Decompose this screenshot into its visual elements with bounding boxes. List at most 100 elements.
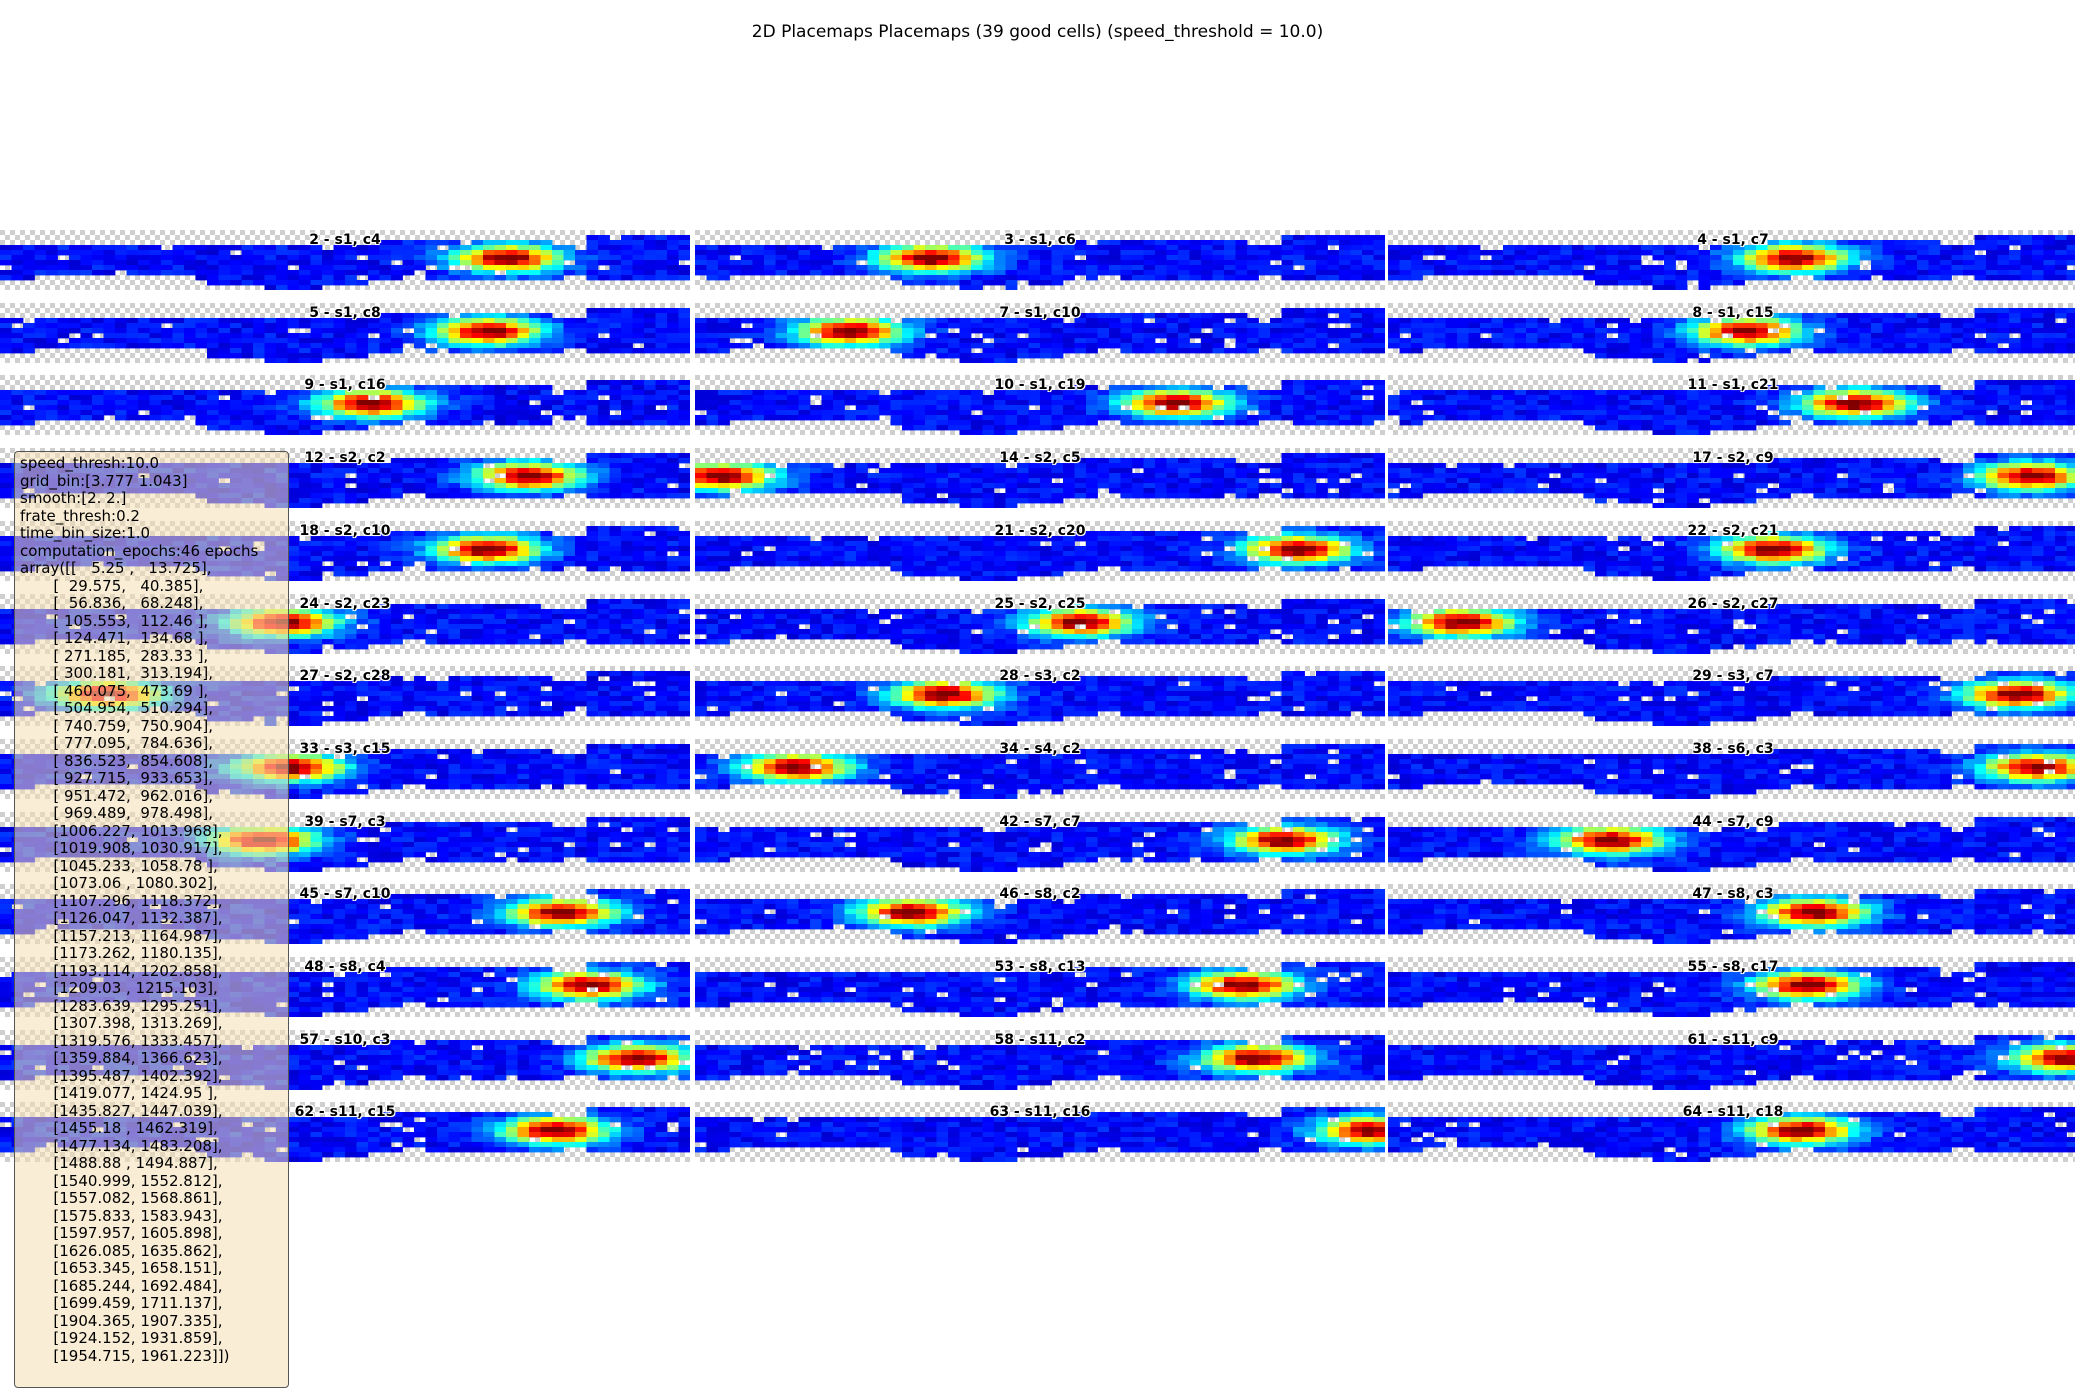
heatmap-bin [287, 342, 300, 349]
heatmap-bin [333, 327, 346, 334]
heatmap-bin [1445, 250, 1458, 256]
heatmap-bin [126, 327, 139, 334]
heatmap-bin [1028, 327, 1041, 334]
heatmap-bin [402, 260, 415, 266]
heatmap-bin [706, 415, 719, 421]
heatmap-bin [925, 463, 937, 469]
heatmap-bin [1652, 483, 1665, 489]
heatmap-bin [879, 468, 891, 474]
heatmap-bin [621, 493, 633, 499]
heatmap-bin [1005, 317, 1018, 324]
heatmap-bin [1549, 410, 1561, 416]
heatmap-bin [264, 357, 277, 363]
heatmap-bin [517, 488, 530, 494]
heatmap-bin [1802, 260, 1814, 266]
heatmap-bin [1790, 317, 1803, 324]
heatmap-bin [1652, 285, 1665, 290]
heatmap-bin [46, 342, 58, 349]
heatmap-bin [287, 270, 300, 276]
heatmap-bin [844, 255, 857, 261]
heatmap-bin [706, 260, 719, 266]
heatmap-bin [1028, 425, 1041, 431]
heatmap-bin [1859, 415, 1872, 421]
heatmap-bin [1155, 322, 1167, 329]
heatmap-bin [2043, 332, 2056, 339]
heatmap-bin [402, 488, 415, 494]
heatmap-bin [1178, 488, 1190, 494]
heatmap-bin [1327, 327, 1340, 334]
heatmap-bin [1756, 275, 1768, 281]
heatmap-bin [1373, 312, 1385, 319]
heatmap-bin [1166, 270, 1179, 276]
heatmap-bin [34, 342, 47, 349]
heatmap-bin [1097, 265, 1110, 271]
heatmap-bin [1434, 342, 1446, 349]
heatmap-bin [1063, 245, 1075, 251]
heatmap-bin [667, 410, 679, 416]
heatmap-bin [1779, 347, 1791, 354]
heatmap-bin [1894, 415, 1906, 421]
heatmap-bin [1339, 337, 1351, 344]
heatmap-bin [632, 415, 645, 421]
heatmap-bin [1698, 260, 1711, 266]
heatmap-bin [1422, 415, 1435, 421]
heatmap-bin [1005, 488, 1018, 494]
heatmap-bin [149, 395, 162, 401]
heatmap-bin [425, 312, 438, 319]
heatmap-bin [379, 347, 392, 354]
heatmap-bin [1247, 250, 1259, 256]
heatmap-bin [902, 270, 914, 276]
heatmap-bin [1399, 275, 1412, 281]
heatmap-bin [563, 415, 576, 421]
heatmap-bin [494, 390, 507, 396]
heatmap-bin [529, 493, 541, 499]
heatmap-bin [1560, 463, 1573, 469]
heatmap-bin [810, 478, 822, 484]
heatmap-bin [982, 280, 995, 286]
heatmap-bin [1178, 395, 1190, 401]
heatmap-bin [184, 342, 196, 349]
heatmap-bin [1721, 250, 1734, 256]
heatmap-bin [1293, 453, 1305, 459]
heatmap-bin [609, 415, 622, 421]
heatmap-bin [1997, 410, 2010, 416]
heatmap-bin [632, 385, 645, 391]
heatmap-bin [80, 395, 93, 401]
heatmap-bin [356, 265, 369, 271]
heatmap-bin [1491, 395, 1504, 401]
heatmap-bin [517, 468, 530, 474]
heatmap-bin [437, 410, 449, 416]
heatmap-bin [1051, 468, 1064, 474]
heatmap-bin [1675, 430, 1688, 436]
heatmap-bin [1028, 473, 1041, 479]
heatmap-bin [936, 478, 949, 484]
heatmap-bin [57, 317, 70, 324]
heatmap-bin [2020, 245, 2033, 251]
heatmap-bin [1825, 317, 1837, 324]
heatmap-bin [936, 327, 949, 334]
heatmap-bin [241, 275, 254, 281]
heatmap-bin [11, 405, 24, 411]
heatmap-bin [195, 400, 208, 406]
heatmap-bin [1733, 332, 1745, 339]
heatmap-bin [1583, 337, 1596, 344]
heatmap-bin [1235, 410, 1248, 416]
placemap-panel: 11 - s1, c21 [1388, 375, 2075, 436]
heatmap-bin [890, 468, 903, 474]
heatmap-bin [1675, 473, 1688, 479]
heatmap-bin [1606, 468, 1619, 474]
heatmap-bin [586, 332, 599, 339]
heatmap-bin [1664, 415, 1676, 421]
heatmap-bin [936, 425, 949, 431]
heatmap-bin [1212, 275, 1225, 281]
heatmap-bin [2066, 380, 2075, 386]
heatmap-bin [879, 265, 891, 271]
heatmap-bin [1281, 395, 1294, 401]
heatmap-bin [1744, 425, 1757, 431]
heatmap-bin [1675, 280, 1688, 286]
heatmap-bin [310, 357, 323, 363]
heatmap-bin [718, 493, 730, 499]
heatmap-bin [345, 488, 357, 494]
heatmap-bin [1618, 280, 1630, 286]
heatmap-bin [890, 420, 903, 426]
